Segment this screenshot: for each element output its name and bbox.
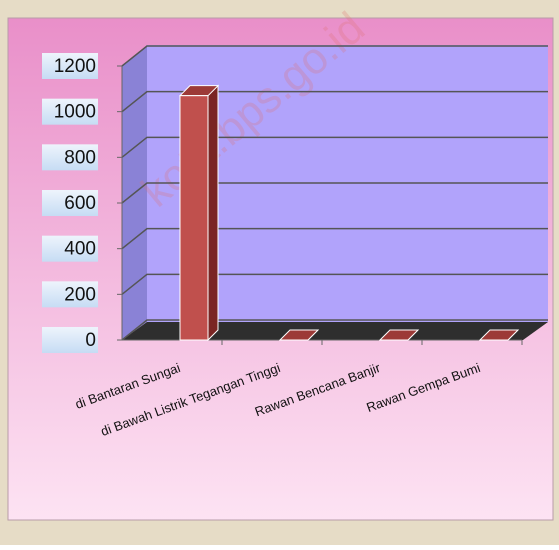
y-tick-box (42, 327, 98, 353)
y-tick-label: 1000 (54, 102, 96, 123)
bar (179, 95, 209, 341)
bar-top (378, 329, 420, 341)
floor (122, 322, 548, 340)
grid-line (121, 45, 548, 67)
y-tick-label: 0 (85, 330, 96, 351)
y-tick-box (42, 53, 98, 79)
bar-side (207, 84, 219, 342)
y-tick-label: 600 (64, 193, 96, 214)
y-tick-box (42, 144, 98, 171)
y-tick-box (42, 190, 98, 216)
grid-line (121, 227, 548, 250)
grid-line (121, 273, 548, 295)
grid-line (121, 319, 548, 341)
bar-top (278, 329, 320, 341)
grid-line (121, 182, 548, 204)
y-tick-label: 800 (64, 147, 96, 168)
y-tick-label: 1200 (54, 56, 96, 77)
grid-line (121, 90, 548, 113)
bar-top (478, 329, 520, 341)
y-tick-box (42, 281, 98, 308)
y-tick-box (42, 235, 98, 262)
grid-line (121, 136, 548, 158)
y-tick-box (42, 98, 98, 125)
y-tick-label: 200 (64, 284, 96, 305)
y-tick-label: 400 (64, 239, 96, 260)
